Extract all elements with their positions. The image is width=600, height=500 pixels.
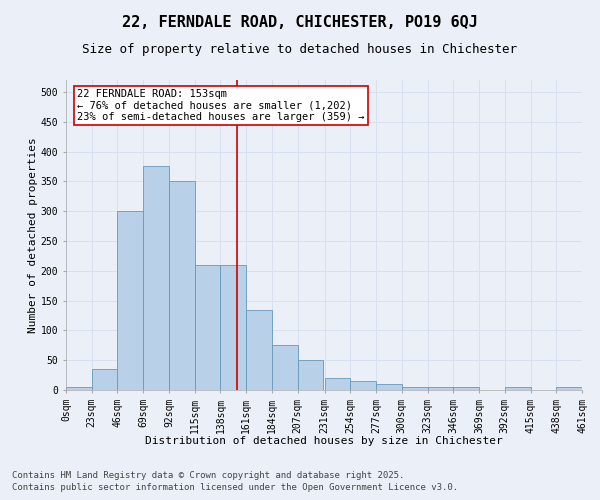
Bar (453, 387, 479, 390)
Bar (220, 265, 246, 390)
Bar (350, 381, 376, 390)
Bar (298, 360, 323, 390)
Bar (92, 369, 118, 390)
Text: 22, FERNDALE ROAD, CHICHESTER, PO19 6QJ: 22, FERNDALE ROAD, CHICHESTER, PO19 6QJ (122, 15, 478, 30)
X-axis label: Distribution of detached houses by size in Chichester: Distribution of detached houses by size … (145, 436, 503, 446)
Bar (428, 387, 453, 390)
Bar (118, 211, 143, 390)
Bar (325, 378, 350, 390)
Text: Size of property relative to detached houses in Chichester: Size of property relative to detached ho… (83, 42, 517, 56)
Text: 22 FERNDALE ROAD: 153sqm
← 76% of detached houses are smaller (1,202)
23% of sem: 22 FERNDALE ROAD: 153sqm ← 76% of detach… (77, 89, 365, 122)
Y-axis label: Number of detached properties: Number of detached properties (28, 137, 38, 333)
Bar (272, 346, 298, 390)
Bar (246, 310, 272, 390)
Bar (402, 387, 428, 390)
Bar (169, 182, 195, 390)
Bar (143, 166, 169, 390)
Bar (195, 265, 220, 390)
Bar (505, 387, 530, 390)
Bar (66, 387, 92, 390)
Bar (556, 387, 582, 390)
Text: Contains HM Land Registry data © Crown copyright and database right 2025.: Contains HM Land Registry data © Crown c… (12, 471, 404, 480)
Text: Contains public sector information licensed under the Open Government Licence v3: Contains public sector information licen… (12, 484, 458, 492)
Bar (376, 384, 402, 390)
